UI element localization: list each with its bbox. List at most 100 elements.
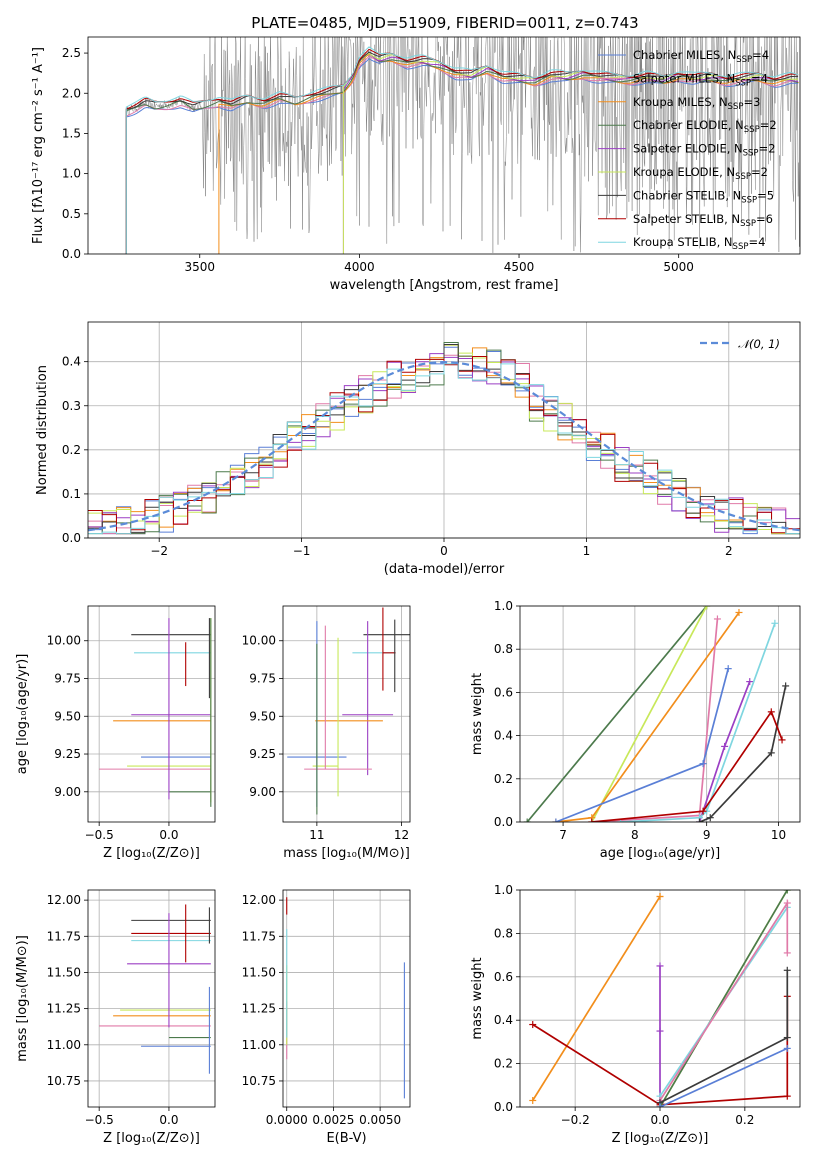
- weight-marker-salpeter-elodie: [656, 1027, 664, 1035]
- weight-line-kroupa-stelib: [620, 623, 776, 822]
- x-tick-label: −2: [150, 544, 168, 558]
- weight-marker-salpeter-stelib: [783, 1092, 791, 1100]
- weight-marker-salpeter-miles: [783, 949, 791, 957]
- x-tick-label: −0.5: [85, 1113, 114, 1127]
- plot-area-weight-vs-age: [523, 606, 790, 822]
- observed-spectrum: [88, 37, 800, 254]
- y-tick-label: 10.00: [47, 634, 81, 648]
- y-tick-label: 11.50: [242, 965, 276, 979]
- panel-mass-vs-EBV: 0.0000 0.0025 0.0050 10.75 11.00 11.25 11.50 11…: [242, 889, 411, 1146]
- model-salpeter-miles: [125, 55, 799, 254]
- model-salpeter-stelib: [125, 48, 799, 254]
- legend-label-kroupa-stelib: Kroupa STELIB, NSSP=4: [633, 235, 765, 252]
- model-chabrier-stelib: [125, 51, 799, 254]
- axes-frame: [282, 889, 411, 1108]
- x-tick-label: 8: [631, 828, 639, 842]
- plot-area-mass-vs-EBV: [286, 897, 405, 1099]
- weight-marker-chabrier-miles: [552, 818, 560, 822]
- weight-marker-salpeter-stelib: [588, 818, 596, 822]
- weight-line-chabrier-miles: [555, 668, 730, 822]
- panel-weight-vs-Z: −0.2 0.0 0.2 0.0 0.2 0.4 0.6 0.8 1.0 Z [log₁₀(Z/Z…: [470, 883, 801, 1146]
- plot-area-mass-vs-Z: [99, 904, 211, 1074]
- model-kroupa-stelib: [125, 46, 799, 254]
- weight-marker-kroupa-elodie: [703, 606, 711, 610]
- x-tick-label: 0.0025: [312, 1113, 354, 1127]
- plot-area-weight-vs-Z: [529, 890, 791, 1107]
- y-tick-label: 0.5: [62, 207, 81, 221]
- x-axis-label: wavelength [Angstrom, rest frame]: [330, 278, 559, 293]
- weight-marker-salpeter-elodie: [746, 678, 754, 686]
- axes-frame: [519, 605, 801, 823]
- y-tick-label: 0.8: [494, 926, 513, 940]
- y-tick-label: 9.50: [249, 709, 276, 723]
- weight-marker-salpeter-elodie: [656, 962, 664, 970]
- y-axis-label: mass weight: [470, 673, 485, 755]
- weight-marker-salpeter-stelib: [529, 1021, 537, 1029]
- weight-line-salpeter-stelib: [591, 709, 783, 822]
- y-tick-label: 0.8: [494, 642, 513, 656]
- panel-age-vs-mass: 11 12 9.00 9.25 9.50 9.75 10.00 mass [log₁₀(M/M…: [242, 605, 411, 861]
- legend-label-kroupa-elodie: Kroupa ELODIE, NSSP=2: [633, 165, 768, 182]
- y-tick-label: 1.0: [62, 167, 81, 181]
- legend-label-salpeter-miles: Salpeter MILES, NSSP=4: [633, 71, 768, 88]
- weight-marker-chabrier-miles: [724, 665, 732, 673]
- x-tick-label: 11: [309, 828, 324, 842]
- y-tick-label: 9.00: [54, 785, 81, 799]
- y-tick-label: 9.50: [54, 709, 81, 723]
- x-tick-label: −0.2: [561, 1113, 590, 1127]
- weight-marker-chabrier-miles: [656, 1103, 664, 1107]
- y-tick-label: 0.3: [62, 399, 81, 413]
- weight-marker-chabrier-stelib: [783, 1034, 791, 1042]
- axes-frame: [519, 889, 801, 1108]
- weight-marker-chabrier-elodie: [783, 890, 791, 894]
- y-tick-label: 11.00: [242, 1038, 276, 1052]
- y-tick-label: 0.6: [494, 970, 513, 984]
- weight-marker-kroupa-miles: [529, 1096, 537, 1104]
- y-tick-label: 0.4: [62, 355, 81, 369]
- panel-mass-vs-Z: −0.5 0.0 10.75 11.00 11.25 11.50 11.75 12.00 Z […: [15, 889, 216, 1146]
- y-tick-label: 11.50: [47, 965, 81, 979]
- y-tick-label: 0.0: [494, 815, 513, 829]
- y-tick-label: 10.00: [242, 634, 276, 648]
- y-tick-label: 0.2: [62, 443, 81, 457]
- y-tick-label: 10.75: [47, 1074, 81, 1088]
- x-tick-label: −1: [293, 544, 311, 558]
- panel-weight-vs-age: 7 8 9 10 0.0 0.2 0.4 0.6 0.8 1.0 age [log₁₀(age/yr…: [470, 599, 801, 861]
- axes-frame: [87, 321, 801, 539]
- weight-line-kroupa-elodie: [591, 606, 708, 822]
- weight-line-chabrier-elodie: [526, 606, 708, 822]
- weight-line-chabrier-stelib: [659, 970, 789, 1104]
- y-axis-label: Flux [fλ10⁻¹⁷ erg cm⁻² s⁻¹ A⁻¹]: [31, 47, 46, 244]
- y-tick-label: 11.75: [242, 929, 276, 943]
- weight-marker-chabrier-stelib: [695, 818, 703, 822]
- normal-curve: [88, 360, 800, 532]
- weight-marker-kroupa-miles: [656, 893, 664, 901]
- y-tick-label: 12.00: [242, 893, 276, 907]
- y-tick-label: 11.25: [242, 1002, 276, 1016]
- weight-marker-salpeter-stelib: [767, 708, 775, 716]
- weight-marker-chabrier-stelib: [783, 966, 791, 974]
- x-tick-label: 7: [559, 828, 567, 842]
- axes-frame: [282, 605, 411, 823]
- plot-area-residuals: [88, 342, 800, 535]
- weight-marker-chabrier-miles: [783, 1044, 791, 1052]
- y-tick-label: 0.2: [494, 772, 513, 786]
- y-tick-label: 11.00: [47, 1038, 81, 1052]
- legend-label-kroupa-miles: Kroupa MILES, NSSP=3: [633, 95, 760, 112]
- y-tick-label: 2.5: [62, 46, 81, 60]
- weight-marker-kroupa-miles: [735, 608, 743, 616]
- panel-residuals: −2 −1 0 1 2 0.0 0.1 0.2 0.3 0.4 (data-model)/error…: [35, 321, 801, 577]
- x-tick-label: −0.5: [85, 828, 114, 842]
- y-tick-label: 9.75: [54, 672, 81, 686]
- y-tick-label: 9.75: [249, 672, 276, 686]
- legend-label-salpeter-elodie: Salpeter ELODIE, NSSP=2: [633, 142, 776, 159]
- x-axis-label: Z [log₁₀(Z/Z⊙)]: [103, 1131, 200, 1146]
- x-axis-label: age [log₁₀(age/yr)]: [600, 846, 721, 861]
- weight-line-chabrier-miles: [659, 1047, 788, 1107]
- plot-area-age-vs-Z: [99, 618, 212, 807]
- y-tick-label: 11.25: [47, 1002, 81, 1016]
- y-tick-label: 10.75: [242, 1074, 276, 1088]
- x-tick-label: 12: [394, 828, 409, 842]
- weight-marker-chabrier-stelib: [782, 682, 790, 690]
- y-tick-label: 1.0: [494, 883, 513, 897]
